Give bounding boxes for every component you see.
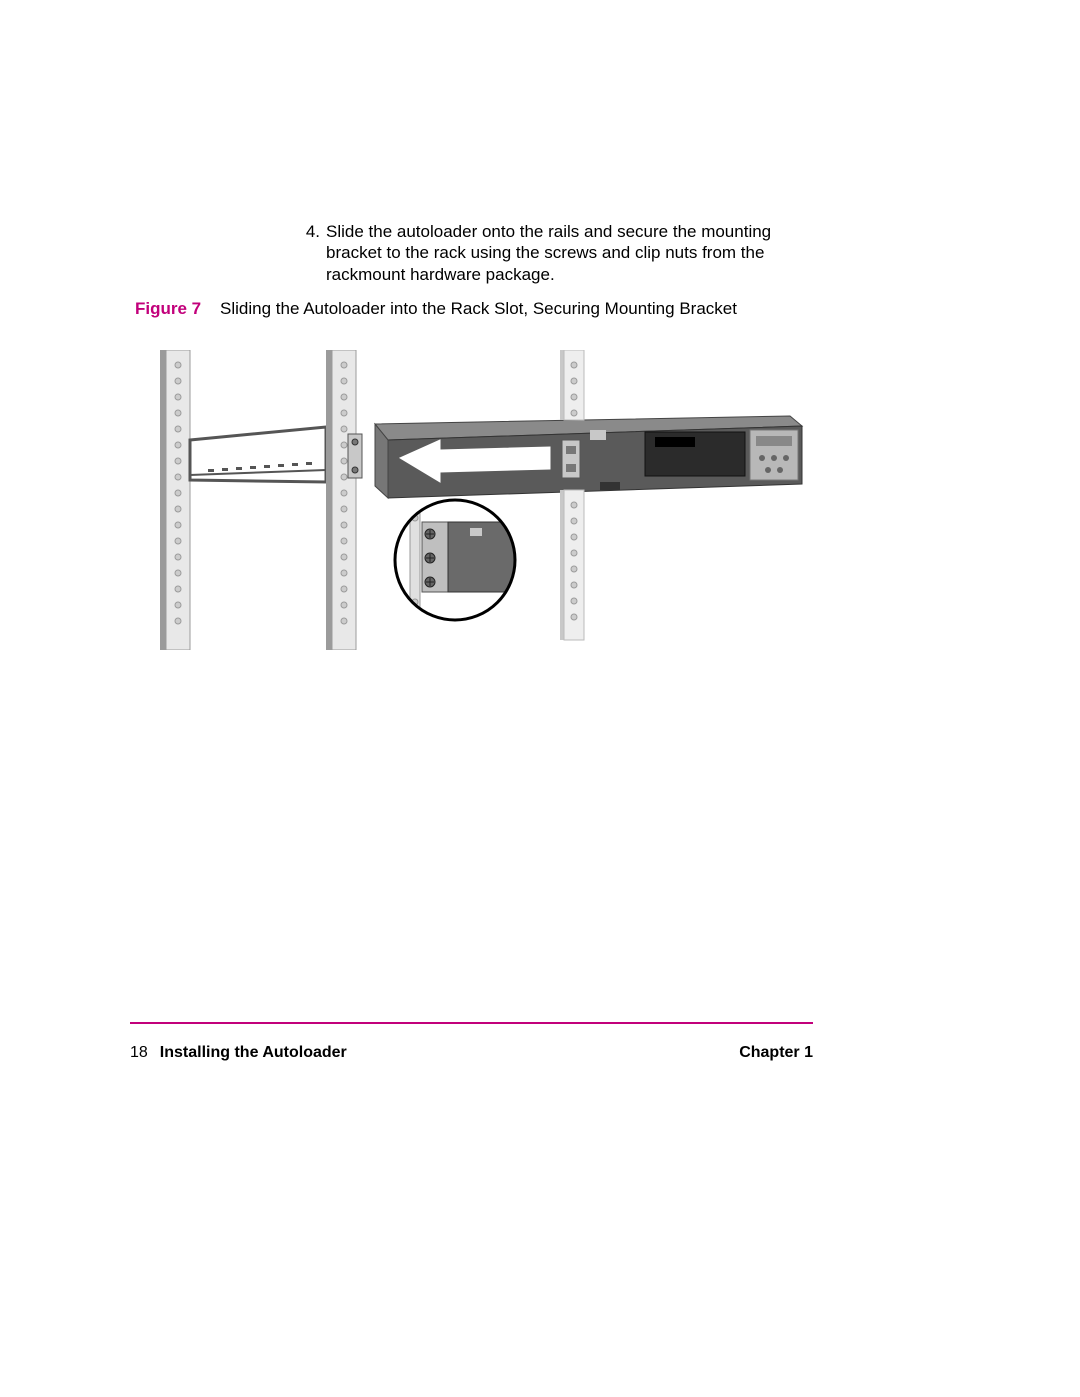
step-text: Slide the autoloader onto the rails and …	[326, 221, 820, 285]
figure-diagram	[130, 350, 810, 650]
document-page: 4. Slide the autoloader onto the rails a…	[0, 0, 1080, 1397]
detail-callout	[395, 500, 518, 620]
step-number: 4.	[300, 221, 326, 285]
section-title: Installing the Autoloader	[160, 1044, 347, 1062]
rack-diagram-svg	[130, 350, 810, 650]
figure-label: Figure 7	[135, 299, 201, 318]
instruction-step: 4. Slide the autoloader onto the rails a…	[300, 221, 820, 285]
rack-post-front	[326, 350, 362, 650]
footer-divider	[130, 1022, 813, 1024]
figure-caption: Figure 7 Sliding the Autoloader into the…	[135, 299, 737, 319]
figure-caption-text	[206, 299, 220, 318]
rack-post-right	[560, 350, 584, 640]
mounting-rail	[190, 427, 326, 482]
rack-post-left	[160, 350, 190, 650]
figure-caption-body: Sliding the Autoloader into the Rack Slo…	[220, 299, 737, 318]
chapter-label: Chapter 1	[739, 1044, 813, 1062]
autoloader-device	[375, 416, 802, 498]
page-number: 18	[130, 1044, 148, 1062]
page-footer: 18 Installing the Autoloader Chapter 1	[130, 1044, 813, 1062]
